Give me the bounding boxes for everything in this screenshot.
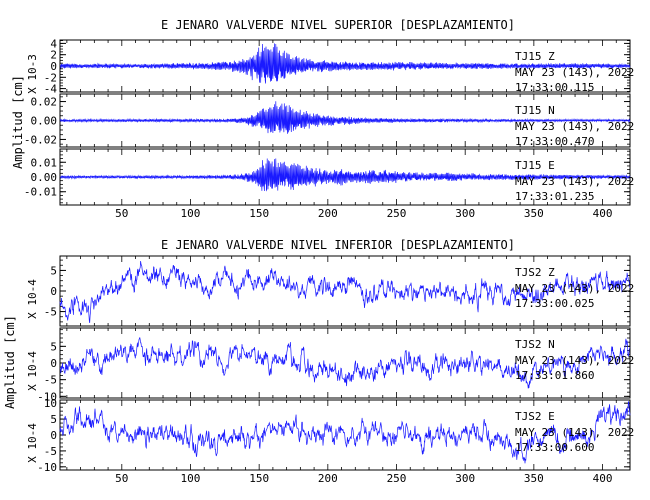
c1-p2-station-label: TJS2 E: [515, 410, 555, 423]
c1-p2-scale-label: X 10-4: [26, 423, 39, 463]
c1-xtick-label: 200: [318, 472, 338, 485]
c1-p1-ytick-label: 0: [50, 357, 57, 370]
c1-p0-date-label: MAY 23 (143), 2022: [515, 282, 634, 295]
c1-p0-station-label: TJS2 Z: [515, 266, 555, 279]
c0-p2-time-label: 17:33:01.235: [515, 190, 594, 203]
c1-xtick-label: 400: [593, 472, 613, 485]
c0-xtick-label: 200: [318, 207, 338, 220]
c1-p2-time-label: 17:33:00.600: [515, 441, 594, 454]
c1-p0-ytick-label: 5: [50, 264, 57, 277]
c1-p2-ytick-label: -10: [37, 461, 57, 474]
c1-p2-ytick-label: -5: [44, 445, 57, 458]
c0-p1-time-label: 17:33:00.470: [515, 135, 594, 148]
c0-p2-ytick-label: -0.01: [24, 186, 57, 199]
c0-p0-ytick-label: 0: [50, 60, 57, 73]
c1-xtick-label: 50: [115, 472, 128, 485]
c1-p0-trace: [59, 260, 631, 324]
c1-p2-trace: [59, 401, 631, 464]
c1-p1-date-label: MAY 23 (143), 2022: [515, 354, 634, 367]
c1-p1-ytick-label: -5: [44, 374, 57, 387]
c0-p0-date-label: MAY 23 (143), 2022: [515, 66, 634, 79]
c1-xtick-label: 150: [249, 472, 269, 485]
c1-p0-time-label: 17:33:00.025: [515, 297, 594, 310]
c0-p1-ytick-label: -0.02: [24, 133, 57, 146]
c0-p0-ytick-label: -4: [44, 83, 58, 96]
c0-p1-ytick-label: 0.00: [31, 115, 58, 128]
c0-xtick-label: 100: [181, 207, 201, 220]
c1-p1-ytick-label: 5: [50, 340, 57, 353]
c1-xtick-label: 100: [181, 472, 201, 485]
c0-p0-trace: [60, 43, 631, 84]
c0-xtick-label: 250: [387, 207, 407, 220]
c1-p2-ytick-label: 10: [44, 397, 57, 410]
c1-p0-ytick-label: -5: [44, 306, 57, 319]
c0-xtick-label: 400: [593, 207, 613, 220]
c1-p1-trace: [59, 337, 631, 389]
c0-p2-ytick-label: 0.00: [31, 171, 58, 184]
c0-p1-ytick-label: 0.02: [31, 96, 58, 109]
chart-top-ylabel: Amplitud [cm]: [11, 75, 25, 169]
c1-p2-date-label: MAY 23 (143), 2022: [515, 426, 634, 439]
c1-p1-ytick-label: -10: [37, 390, 57, 403]
chart-top-title: E JENARO VALVERDE NIVEL SUPERIOR [DESPLA…: [161, 18, 515, 32]
c0-xtick-label: 300: [455, 207, 475, 220]
c1-p1-scale-label: X 10-4: [26, 351, 39, 391]
c0-p0-station-label: TJ15 Z: [515, 50, 555, 63]
c1-p2-ytick-label: 5: [50, 413, 57, 426]
c0-p1-date-label: MAY 23 (143), 2022: [515, 120, 634, 133]
c0-p2-trace: [59, 158, 631, 192]
c0-p0-ytick-label: 4: [50, 37, 57, 50]
c0-xtick-label: 50: [115, 207, 128, 220]
chart-bottom-ylabel: Amplitud [cm]: [3, 315, 17, 409]
chart-top: E JENARO VALVERDE NIVEL SUPERIOR [DESPLA…: [11, 18, 634, 220]
c1-p1-station-label: TJS2 N: [515, 338, 555, 351]
chart-bottom: E JENARO VALVERDE NIVEL INFERIOR [DESPLA…: [3, 238, 634, 485]
c0-p1-station-label: TJ15 N: [515, 104, 555, 117]
c1-p1-time-label: 17:33:01.860: [515, 369, 594, 382]
c0-p0-scale-label: X 10-3: [26, 54, 39, 94]
chart-bottom-title: E JENARO VALVERDE NIVEL INFERIOR [DESPLA…: [161, 238, 515, 252]
c0-p0-ytick-label: -2: [44, 71, 57, 84]
c0-p0-ytick-label: 2: [50, 49, 57, 62]
c0-p1-trace: [59, 101, 631, 134]
c1-xtick-label: 250: [387, 472, 407, 485]
c0-p2-date-label: MAY 23 (143), 2022: [515, 175, 634, 188]
c0-xtick-label: 350: [524, 207, 544, 220]
c0-p2-station-label: TJ15 E: [515, 159, 555, 172]
c1-xtick-label: 300: [455, 472, 475, 485]
c1-p2-ytick-label: 0: [50, 429, 57, 442]
c1-p0-ytick-label: 0: [50, 285, 57, 298]
c1-xtick-label: 350: [524, 472, 544, 485]
c1-p0-scale-label: X 10-4: [26, 279, 39, 319]
c0-p2-ytick-label: 0.01: [31, 156, 58, 169]
c0-p0-time-label: 17:33:00.115: [515, 81, 594, 94]
c0-xtick-label: 150: [249, 207, 269, 220]
